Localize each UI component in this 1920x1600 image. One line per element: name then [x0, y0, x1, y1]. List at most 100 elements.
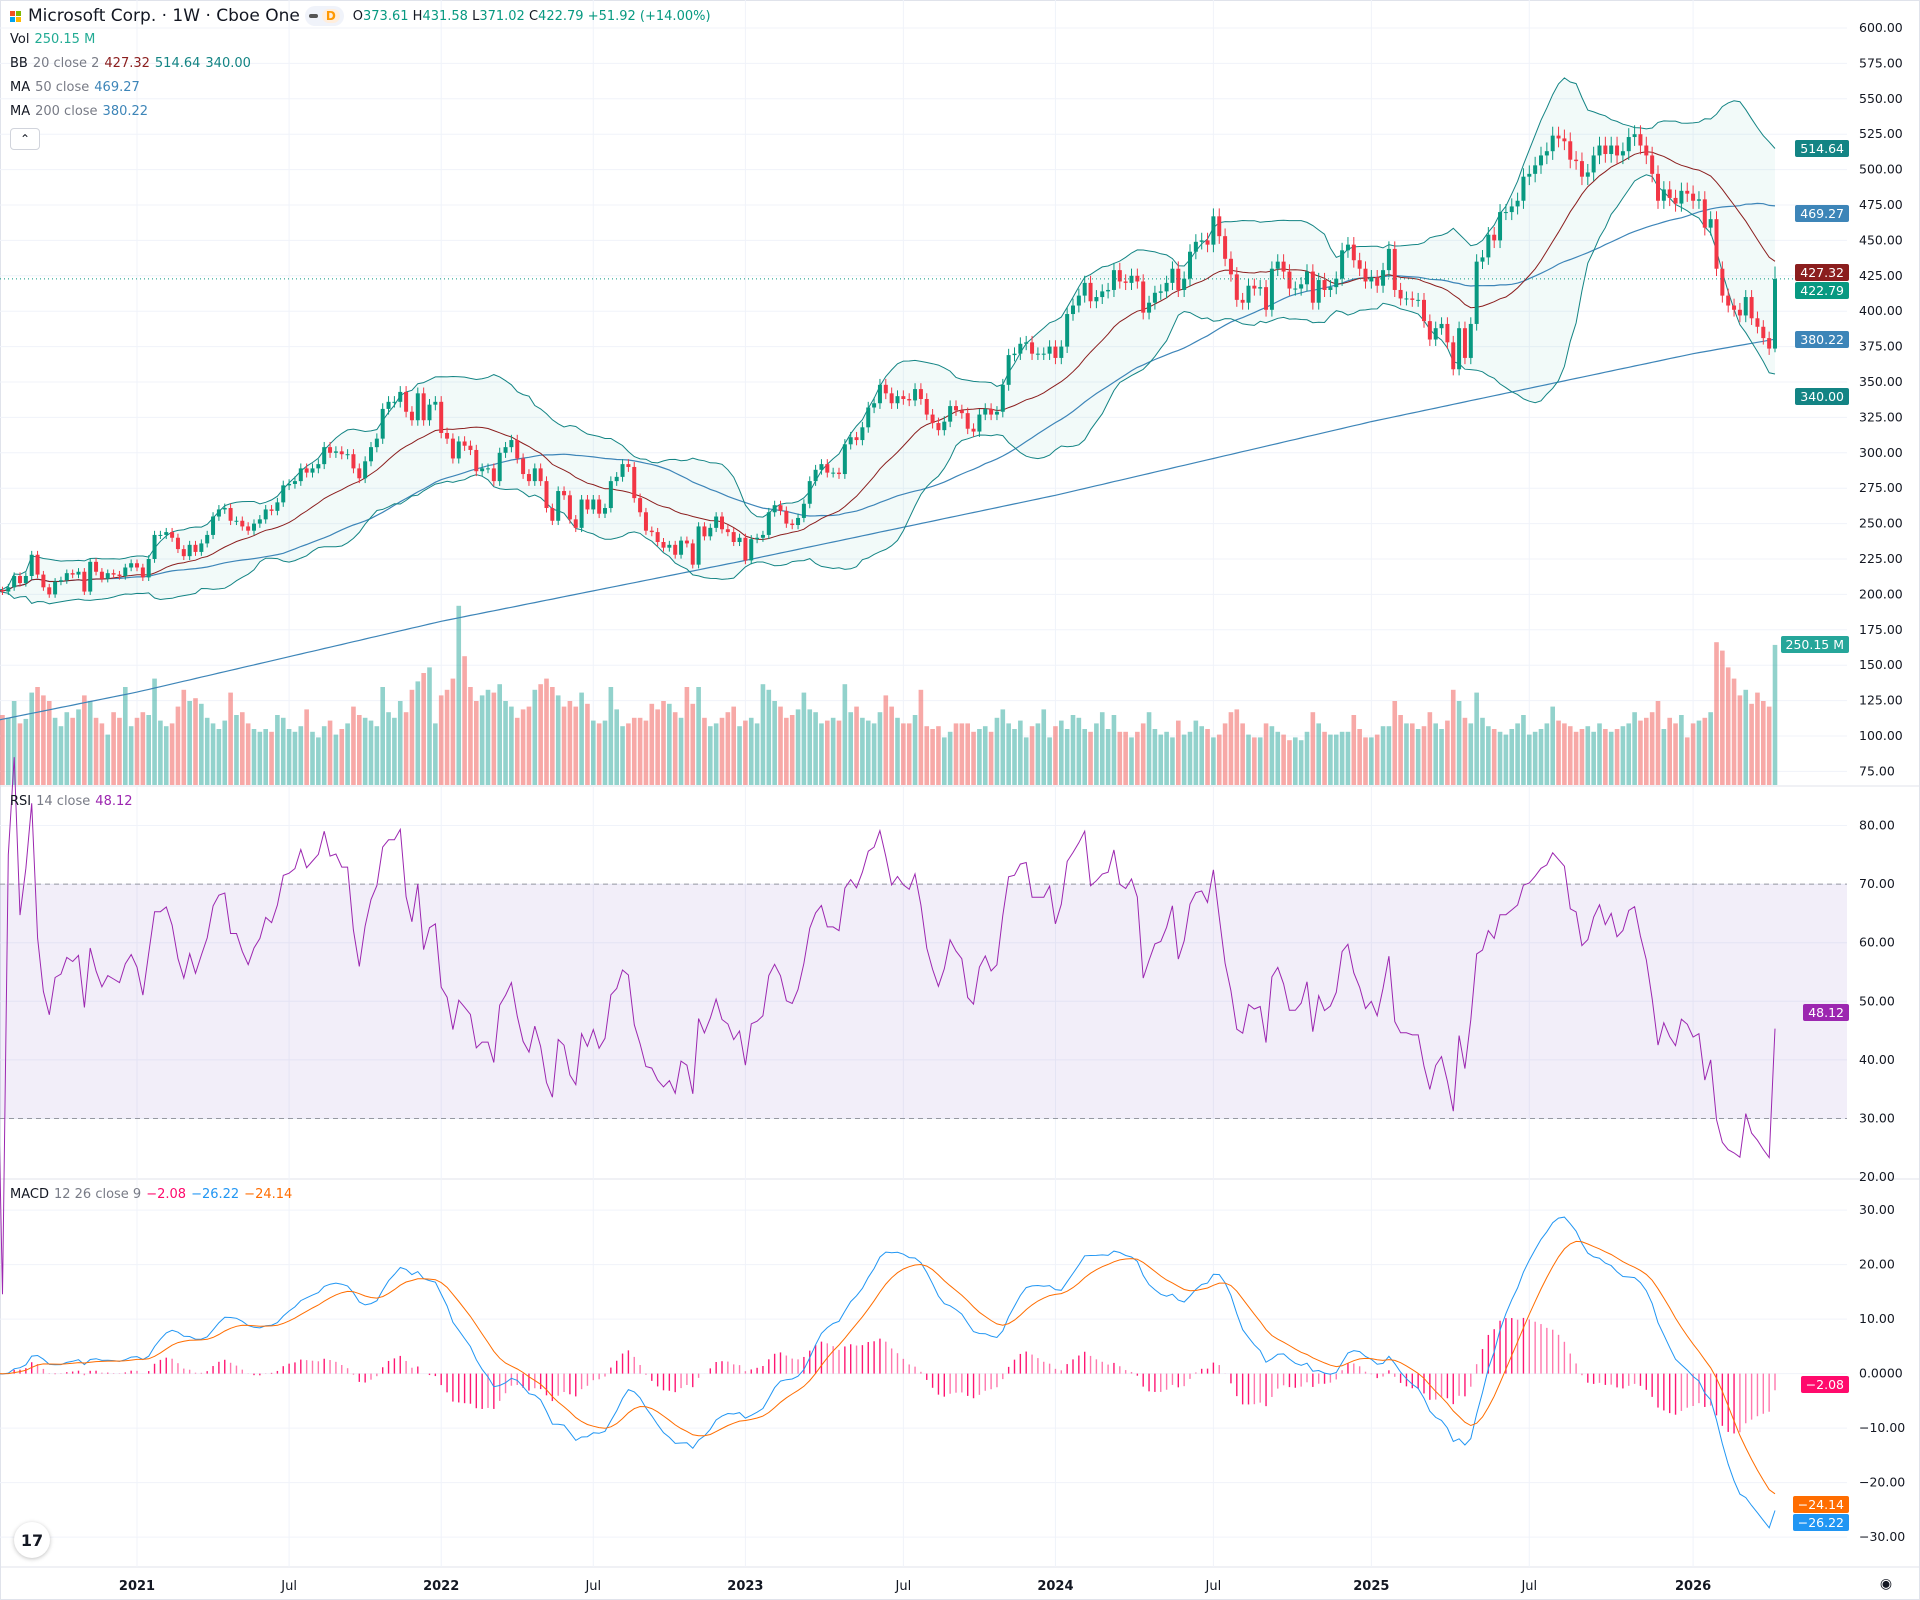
- bb-fill: [0, 77, 1775, 604]
- volume-bar: [298, 726, 304, 785]
- candle-body: [1164, 282, 1169, 292]
- collapse-legend-button[interactable]: ⌃: [10, 128, 40, 150]
- ma50-legend[interactable]: MA 50 close 469.27: [10, 80, 140, 95]
- candle-body: [1562, 138, 1567, 142]
- volume-bar: [626, 723, 631, 785]
- candle-body: [205, 534, 210, 544]
- candle-body: [175, 537, 180, 550]
- candle-body: [88, 561, 93, 592]
- candle-body: [837, 472, 841, 475]
- volume-bar: [1246, 734, 1251, 785]
- candle-body: [1533, 165, 1538, 174]
- volume-bar: [397, 701, 403, 785]
- candle-body: [924, 398, 929, 415]
- volume-series: [0, 605, 1778, 785]
- candle-body: [1182, 278, 1187, 290]
- price-tick-label: 200.00: [1859, 586, 1903, 601]
- candle-body: [363, 461, 368, 479]
- candle-body: [1544, 151, 1549, 156]
- volume-bar: [316, 737, 321, 785]
- candle-body: [129, 563, 134, 568]
- volume-bar: [1743, 689, 1749, 785]
- volume-bar: [479, 695, 485, 785]
- candle-body: [6, 587, 11, 592]
- candle-body: [913, 389, 918, 401]
- volume-bar: [538, 684, 543, 785]
- volume-bar: [1310, 712, 1316, 785]
- candle-body: [1363, 268, 1368, 282]
- macd-legend[interactable]: MACD 12 26 close 9 −2.08 −26.22 −24.14: [10, 1187, 292, 1202]
- volume-bar: [1761, 701, 1766, 785]
- price-tick-label: 125.00: [1859, 693, 1903, 708]
- rsi-legend[interactable]: RSI 14 close 48.12: [10, 794, 133, 809]
- volume-bar: [485, 689, 491, 785]
- rsi-price-label: 48.12: [1803, 1003, 1849, 1021]
- candle-body: [1404, 298, 1409, 300]
- volume-bar: [1532, 731, 1538, 785]
- volume-bar: [865, 720, 871, 785]
- volume-bar: [52, 717, 58, 785]
- candle-body: [1468, 323, 1473, 358]
- volume-bar: [1140, 723, 1146, 785]
- volume-bar: [1099, 712, 1105, 785]
- volume-bar: [696, 687, 701, 785]
- volume-bar: [830, 717, 836, 785]
- volume-bar: [649, 703, 655, 785]
- market-status-pill[interactable]: D: [304, 6, 344, 26]
- volume-bar: [579, 692, 584, 785]
- candle-body: [409, 411, 414, 421]
- candle-body: [807, 481, 812, 504]
- candle-body: [1726, 295, 1731, 306]
- volume-bar: [1275, 731, 1281, 785]
- volume-bar: [1597, 723, 1602, 785]
- rsi-tick-label: 50.00: [1859, 993, 1895, 1008]
- ma200-legend[interactable]: MA 200 close 380.22: [10, 104, 148, 119]
- candle-body: [866, 407, 871, 428]
- candle-body: [1059, 346, 1064, 358]
- candle-body: [1591, 155, 1596, 173]
- price-tick-label: 175.00: [1859, 622, 1903, 637]
- candle-body: [199, 543, 204, 552]
- symbol-legend: Microsoft Corp. · 1W · Cboe One D O373.6…: [10, 6, 711, 26]
- candle-body: [1433, 328, 1438, 340]
- candle-body: [1340, 250, 1345, 279]
- volume-bar: [871, 723, 877, 785]
- volume-bar: [982, 726, 988, 785]
- candle-body: [1521, 176, 1526, 201]
- eye-icon[interactable]: ◉: [1879, 1576, 1893, 1592]
- volume-bar: [643, 720, 649, 785]
- candle-body: [1492, 234, 1497, 241]
- volume-bar: [918, 689, 924, 785]
- candle-body: [1667, 189, 1672, 198]
- volume-bar: [708, 726, 713, 785]
- candle-body: [591, 499, 596, 510]
- candle-body: [1234, 274, 1239, 300]
- candle-body: [889, 393, 894, 404]
- candle-body: [667, 544, 672, 548]
- bb-legend[interactable]: BB 20 close 2 427.32 514.64 340.00: [10, 56, 251, 71]
- candle-body: [1369, 277, 1374, 282]
- volume-bar: [1720, 650, 1725, 785]
- volume-bar: [415, 681, 421, 785]
- candle-body: [907, 398, 912, 401]
- volume-bar: [596, 723, 602, 785]
- volume-bar: [1328, 734, 1333, 785]
- candle-body: [831, 472, 836, 474]
- macd-tick-label: 20.00: [1859, 1257, 1895, 1272]
- candle-body: [766, 512, 771, 535]
- candle-body: [1585, 172, 1590, 177]
- tradingview-logo[interactable]: 17: [14, 1522, 50, 1558]
- candle-body: [954, 406, 958, 411]
- price-tick-label: 350.00: [1859, 374, 1903, 389]
- volume-bar: [1456, 701, 1462, 785]
- candle-body: [427, 404, 432, 421]
- candle-body: [486, 468, 490, 470]
- volume-bar: [1503, 734, 1509, 785]
- candle-body: [567, 495, 572, 520]
- symbol-title[interactable]: Microsoft Corp. · 1W · Cboe One: [28, 6, 300, 26]
- volume-bar: [1766, 706, 1772, 785]
- volume-bar: [1047, 737, 1052, 785]
- bb-basis-value: 427.32: [104, 56, 150, 71]
- volume-legend[interactable]: Vol 250.15 M: [10, 32, 95, 47]
